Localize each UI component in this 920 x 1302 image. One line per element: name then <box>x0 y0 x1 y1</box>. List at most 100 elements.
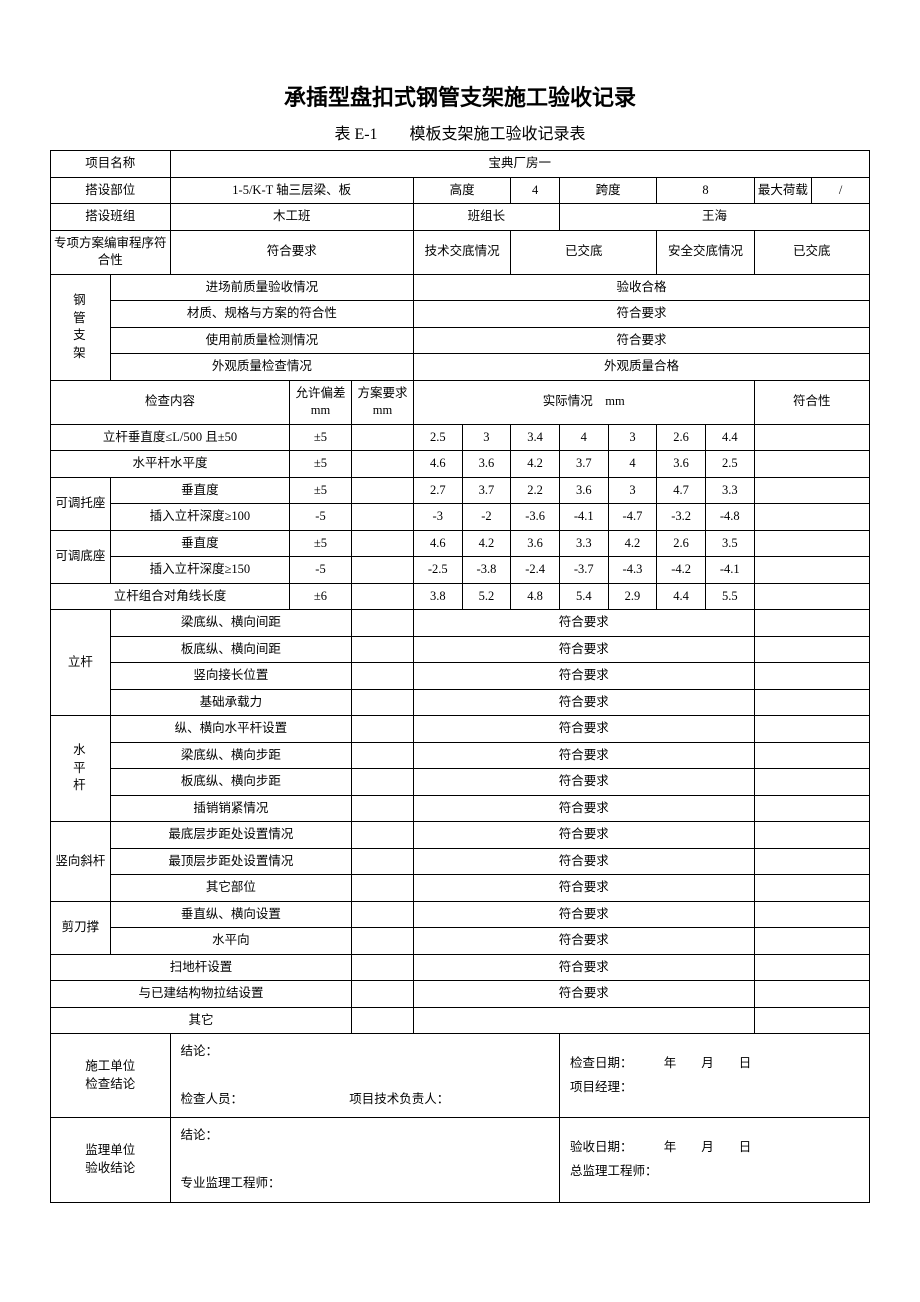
val: 2.9 <box>608 583 657 610</box>
value: 1-5/K-T 轴三层梁、板 <box>170 177 413 204</box>
fit <box>754 901 869 928</box>
value: 已交底 <box>511 230 657 274</box>
val: -4.1 <box>705 557 754 584</box>
sign-date: 检查日期： 年 月 日 项目经理： <box>559 1034 869 1118</box>
fit <box>754 424 869 451</box>
fit <box>754 504 869 531</box>
val: 3.7 <box>462 477 511 504</box>
val: 5.4 <box>559 583 608 610</box>
plan <box>351 583 413 610</box>
label: 搭设部位 <box>51 177 171 204</box>
plan <box>351 769 413 796</box>
val: 4.2 <box>511 451 560 478</box>
fit <box>754 716 869 743</box>
val: -4.7 <box>608 504 657 531</box>
cat: 立杆 <box>51 610 111 716</box>
plan <box>351 689 413 716</box>
val: 4.4 <box>657 583 706 610</box>
fit <box>754 981 869 1008</box>
tol: ±5 <box>290 477 352 504</box>
tol: ±6 <box>290 583 352 610</box>
tol: ±5 <box>290 530 352 557</box>
val: -4.3 <box>608 557 657 584</box>
fit <box>754 689 869 716</box>
val: -3.7 <box>559 557 608 584</box>
item: 竖向接长位置 <box>110 663 351 690</box>
fit <box>754 477 869 504</box>
val: 3.6 <box>657 451 706 478</box>
label: 专项方案编审程序符合性 <box>51 230 171 274</box>
val: 4.2 <box>462 530 511 557</box>
fit <box>754 451 869 478</box>
item: 梁底纵、横向步距 <box>110 742 351 769</box>
fit <box>754 848 869 875</box>
fit <box>754 769 869 796</box>
label: 班组长 <box>413 204 559 231</box>
fit <box>754 822 869 849</box>
item: 梁底纵、横向间距 <box>110 610 351 637</box>
value: 符合要求 <box>413 901 754 928</box>
col-header: 允许偏差mm <box>290 380 352 424</box>
item: 立杆垂直度≤L/500 且±50 <box>51 424 290 451</box>
col-header: 符合性 <box>754 380 869 424</box>
val: -3.8 <box>462 557 511 584</box>
plan <box>351 504 413 531</box>
plan <box>351 848 413 875</box>
value: 4 <box>511 177 560 204</box>
val: -3.2 <box>657 504 706 531</box>
val: 2.5 <box>705 451 754 478</box>
label: 最大荷载 <box>754 177 812 204</box>
plan <box>351 610 413 637</box>
item: 垂直度 <box>110 530 289 557</box>
item: 插入立杆深度≥150 <box>110 557 289 584</box>
page-title: 承插型盘扣式钢管支架施工验收记录 <box>50 80 870 112</box>
value: 已交底 <box>754 230 869 274</box>
tol: ±5 <box>290 424 352 451</box>
plan <box>351 795 413 822</box>
item: 插入立杆深度≥100 <box>110 504 289 531</box>
cat: 水平杆 <box>51 716 111 822</box>
value: / <box>812 177 870 204</box>
value: 验收合格 <box>413 274 869 301</box>
item: 最底层步距处设置情况 <box>110 822 351 849</box>
val: 3 <box>608 477 657 504</box>
fit <box>754 636 869 663</box>
val: -2.4 <box>511 557 560 584</box>
val: 3.7 <box>559 451 608 478</box>
plan <box>351 1007 413 1034</box>
item: 垂直度 <box>110 477 289 504</box>
plan <box>351 742 413 769</box>
val: 3 <box>462 424 511 451</box>
sign-label: 监理单位 验收结论 <box>51 1118 171 1202</box>
val: 3.6 <box>559 477 608 504</box>
plan <box>351 636 413 663</box>
val: 4.4 <box>705 424 754 451</box>
value: 符合要求 <box>413 954 754 981</box>
sign-date: 验收日期： 年 月 日 总监理工程师： <box>559 1118 869 1202</box>
val: -4.1 <box>559 504 608 531</box>
val: 5.5 <box>705 583 754 610</box>
fit <box>754 742 869 769</box>
main-table: 项目名称 宝典厂房一 搭设部位 1-5/K-T 轴三层梁、板 高度 4 跨度 8… <box>50 150 870 1203</box>
tol: -5 <box>290 557 352 584</box>
sign-label: 施工单位 检查结论 <box>51 1034 171 1118</box>
fit <box>754 1007 869 1034</box>
plan <box>351 557 413 584</box>
val: 2.7 <box>413 477 462 504</box>
plan <box>351 424 413 451</box>
value: 宝典厂房一 <box>170 151 869 178</box>
label: 高度 <box>413 177 510 204</box>
value: 符合要求 <box>413 848 754 875</box>
plan <box>351 875 413 902</box>
label: 搭设班组 <box>51 204 171 231</box>
value: 符合要求 <box>413 636 754 663</box>
value: 王海 <box>559 204 869 231</box>
value: 符合要求 <box>413 327 869 354</box>
val: 5.2 <box>462 583 511 610</box>
value: 符合要求 <box>413 742 754 769</box>
sign-content: 结论： 专业监理工程师： <box>170 1118 559 1202</box>
val: 3.6 <box>511 530 560 557</box>
page-subtitle: 表 E-1 模板支架施工验收记录表 <box>50 120 870 144</box>
cat: 竖向斜杆 <box>51 822 111 902</box>
value: 符合要求 <box>413 822 754 849</box>
